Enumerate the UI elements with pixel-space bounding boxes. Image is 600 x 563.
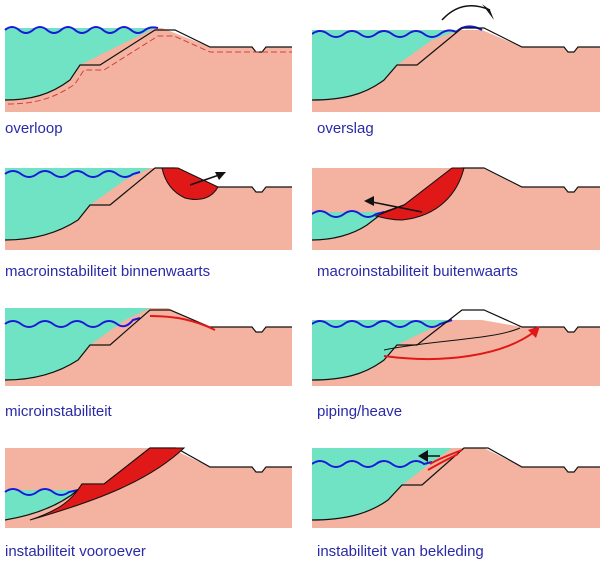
caption-vooroever: instabiliteit vooroever <box>5 543 146 560</box>
inner-slope-slip-icon <box>4 167 292 250</box>
outer-slope-slip-icon <box>312 167 600 250</box>
revetment-failure-icon <box>312 447 600 528</box>
caption-overloop: overloop <box>5 120 63 137</box>
panel-overslag: overslag <box>312 0 600 140</box>
caption-bekleding: instabiliteit van bekleding <box>317 543 484 560</box>
panel-overloop: overloop <box>0 0 300 140</box>
panel-vooroever: instabiliteit vooroever <box>0 420 300 560</box>
piping-icon <box>312 309 600 386</box>
panel-piping: piping/heave <box>312 280 600 420</box>
wave-overtopping-icon <box>312 4 600 112</box>
caption-macro-binnen: macroinstabiliteit binnenwaarts <box>5 263 211 280</box>
caption-macro-buiten: macroinstabiliteit buitenwaarts <box>317 263 518 280</box>
micro-instability-icon <box>4 308 292 386</box>
caption-overslag: overslag <box>317 120 374 137</box>
panel-bekleding: instabiliteit van bekleding <box>312 420 600 560</box>
panel-macro-buiten: macroinstabiliteit buitenwaarts <box>312 140 600 280</box>
panel-macro-binnen: macroinstabiliteit binnenwaarts <box>0 140 300 280</box>
overflow-icon <box>4 26 292 112</box>
panel-micro: microinstabiliteit <box>0 280 300 420</box>
caption-piping: piping/heave <box>317 403 403 420</box>
foreshore-slide-icon <box>4 447 292 528</box>
caption-micro: microinstabiliteit <box>5 403 112 420</box>
